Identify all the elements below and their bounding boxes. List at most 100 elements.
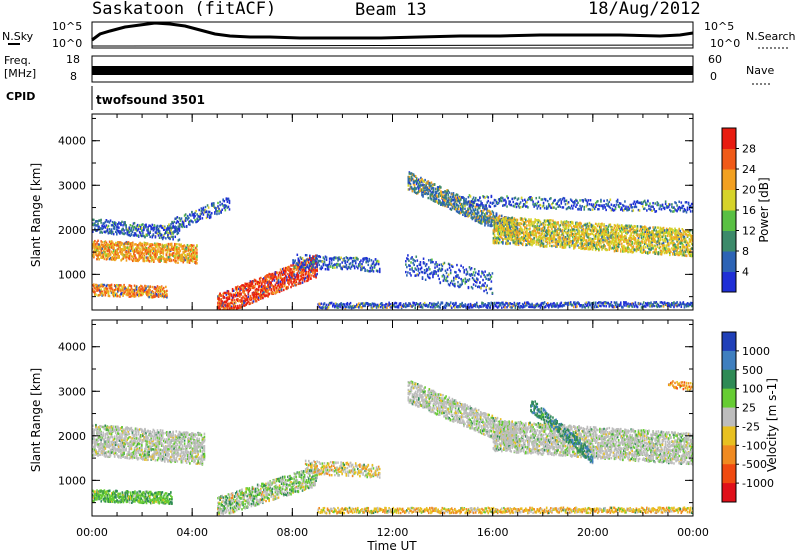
echo-cell: [408, 179, 411, 182]
echo-cell: [497, 241, 500, 245]
echo-cell: [141, 226, 143, 230]
echo-cell: [251, 286, 254, 290]
echo-cell: [169, 226, 171, 230]
echo-cell: [106, 249, 109, 253]
echo-cell: [127, 233, 130, 237]
echo-cell: [188, 260, 191, 263]
echo-cell: [350, 265, 353, 268]
echo-cell: [520, 227, 523, 231]
echo-cell: [128, 292, 131, 295]
echo-cell: [128, 255, 131, 259]
echo-cell: [497, 221, 500, 224]
echo-cell: [366, 302, 369, 305]
echo-cell: [285, 274, 287, 278]
echo-cell: [419, 184, 421, 188]
echo-cell: [385, 302, 387, 306]
echo-cell: [96, 257, 98, 261]
echo-cell: [449, 301, 452, 304]
echo-cell: [410, 175, 413, 179]
echo-cell: [97, 243, 99, 246]
echo-cell: [336, 262, 338, 266]
echo-cell: [285, 271, 287, 274]
echo-cell: [125, 246, 128, 250]
echo-cell: [270, 273, 273, 276]
echo-cell: [95, 248, 97, 251]
nsky-panel-frame: [91, 21, 694, 49]
echo-cell: [371, 306, 374, 310]
echo-cell: [447, 189, 450, 192]
echo-cell: [349, 301, 352, 305]
echo-cell: [269, 286, 271, 289]
echo-cell: [305, 265, 308, 269]
echo-cell: [513, 217, 516, 220]
echo-cell: [301, 277, 304, 280]
echo-cell: [103, 222, 106, 225]
echo-cell: [136, 229, 139, 232]
echo-cell: [657, 304, 660, 307]
echo-cell: [256, 292, 259, 296]
echo-cell: [298, 266, 301, 269]
echo-cell: [115, 284, 118, 287]
echo-cell: [136, 245, 138, 249]
echo-cell: [512, 221, 515, 224]
echo-cell: [156, 253, 158, 256]
echo-cell: [479, 305, 481, 308]
echo-cell: [94, 249, 96, 253]
echo-cell: [432, 199, 435, 203]
echo-cell: [475, 301, 478, 305]
echo-cell: [184, 245, 187, 248]
echo-cell: [683, 303, 686, 306]
echo-cell: [318, 255, 321, 258]
echo-cell: [122, 287, 124, 290]
echo-cell: [164, 245, 167, 248]
echo-cell: [248, 301, 251, 304]
echo-cell: [145, 259, 148, 262]
echo-cell: [517, 223, 520, 226]
echo-cell: [186, 243, 189, 247]
echo-cell: [506, 230, 508, 234]
echo-cell: [590, 302, 593, 305]
echo-cell: [407, 178, 410, 181]
echo-cell: [223, 303, 226, 306]
echo-cell: [119, 295, 121, 298]
echo-cell: [109, 256, 112, 260]
echo-cell: [340, 256, 342, 259]
echo-cell: [161, 237, 164, 241]
echo-cell: [487, 302, 490, 305]
echo-cell: [361, 306, 363, 309]
echo-cell: [679, 302, 682, 306]
echo-cell: [183, 214, 186, 217]
echo-cell: [102, 222, 105, 226]
echo-cell: [528, 228, 530, 231]
echo-cell: [161, 243, 164, 247]
echo-cell: [437, 202, 440, 205]
echo-cell: [191, 253, 194, 257]
echo-cell: [276, 282, 279, 285]
echo-cell: [175, 221, 178, 225]
echo-cell: [462, 304, 465, 307]
echo-cell: [508, 242, 510, 245]
echo-cell: [507, 236, 509, 240]
echo-cell: [277, 284, 280, 287]
echo-cell: [301, 265, 304, 269]
echo-cell: [374, 303, 377, 306]
echo-cell: [482, 220, 484, 224]
echo-cell: [97, 254, 99, 258]
echo-cell: [148, 232, 150, 235]
echo-cell: [520, 236, 523, 239]
echo-cell: [377, 304, 380, 308]
echo-cell: [311, 266, 313, 270]
echo-cell: [439, 201, 441, 204]
echo-cell: [520, 242, 523, 245]
echo-cell: [329, 301, 332, 305]
echo-cell: [453, 302, 455, 305]
echo-cell: [467, 214, 469, 217]
echo-cell: [200, 212, 203, 216]
echo-cell: [438, 306, 441, 309]
echo-cell: [545, 303, 548, 306]
echo-cell: [518, 237, 521, 240]
echo-cell: [110, 243, 113, 247]
echo-cell: [128, 246, 131, 250]
echo-cell: [315, 254, 317, 258]
echo-cell: [156, 232, 159, 235]
